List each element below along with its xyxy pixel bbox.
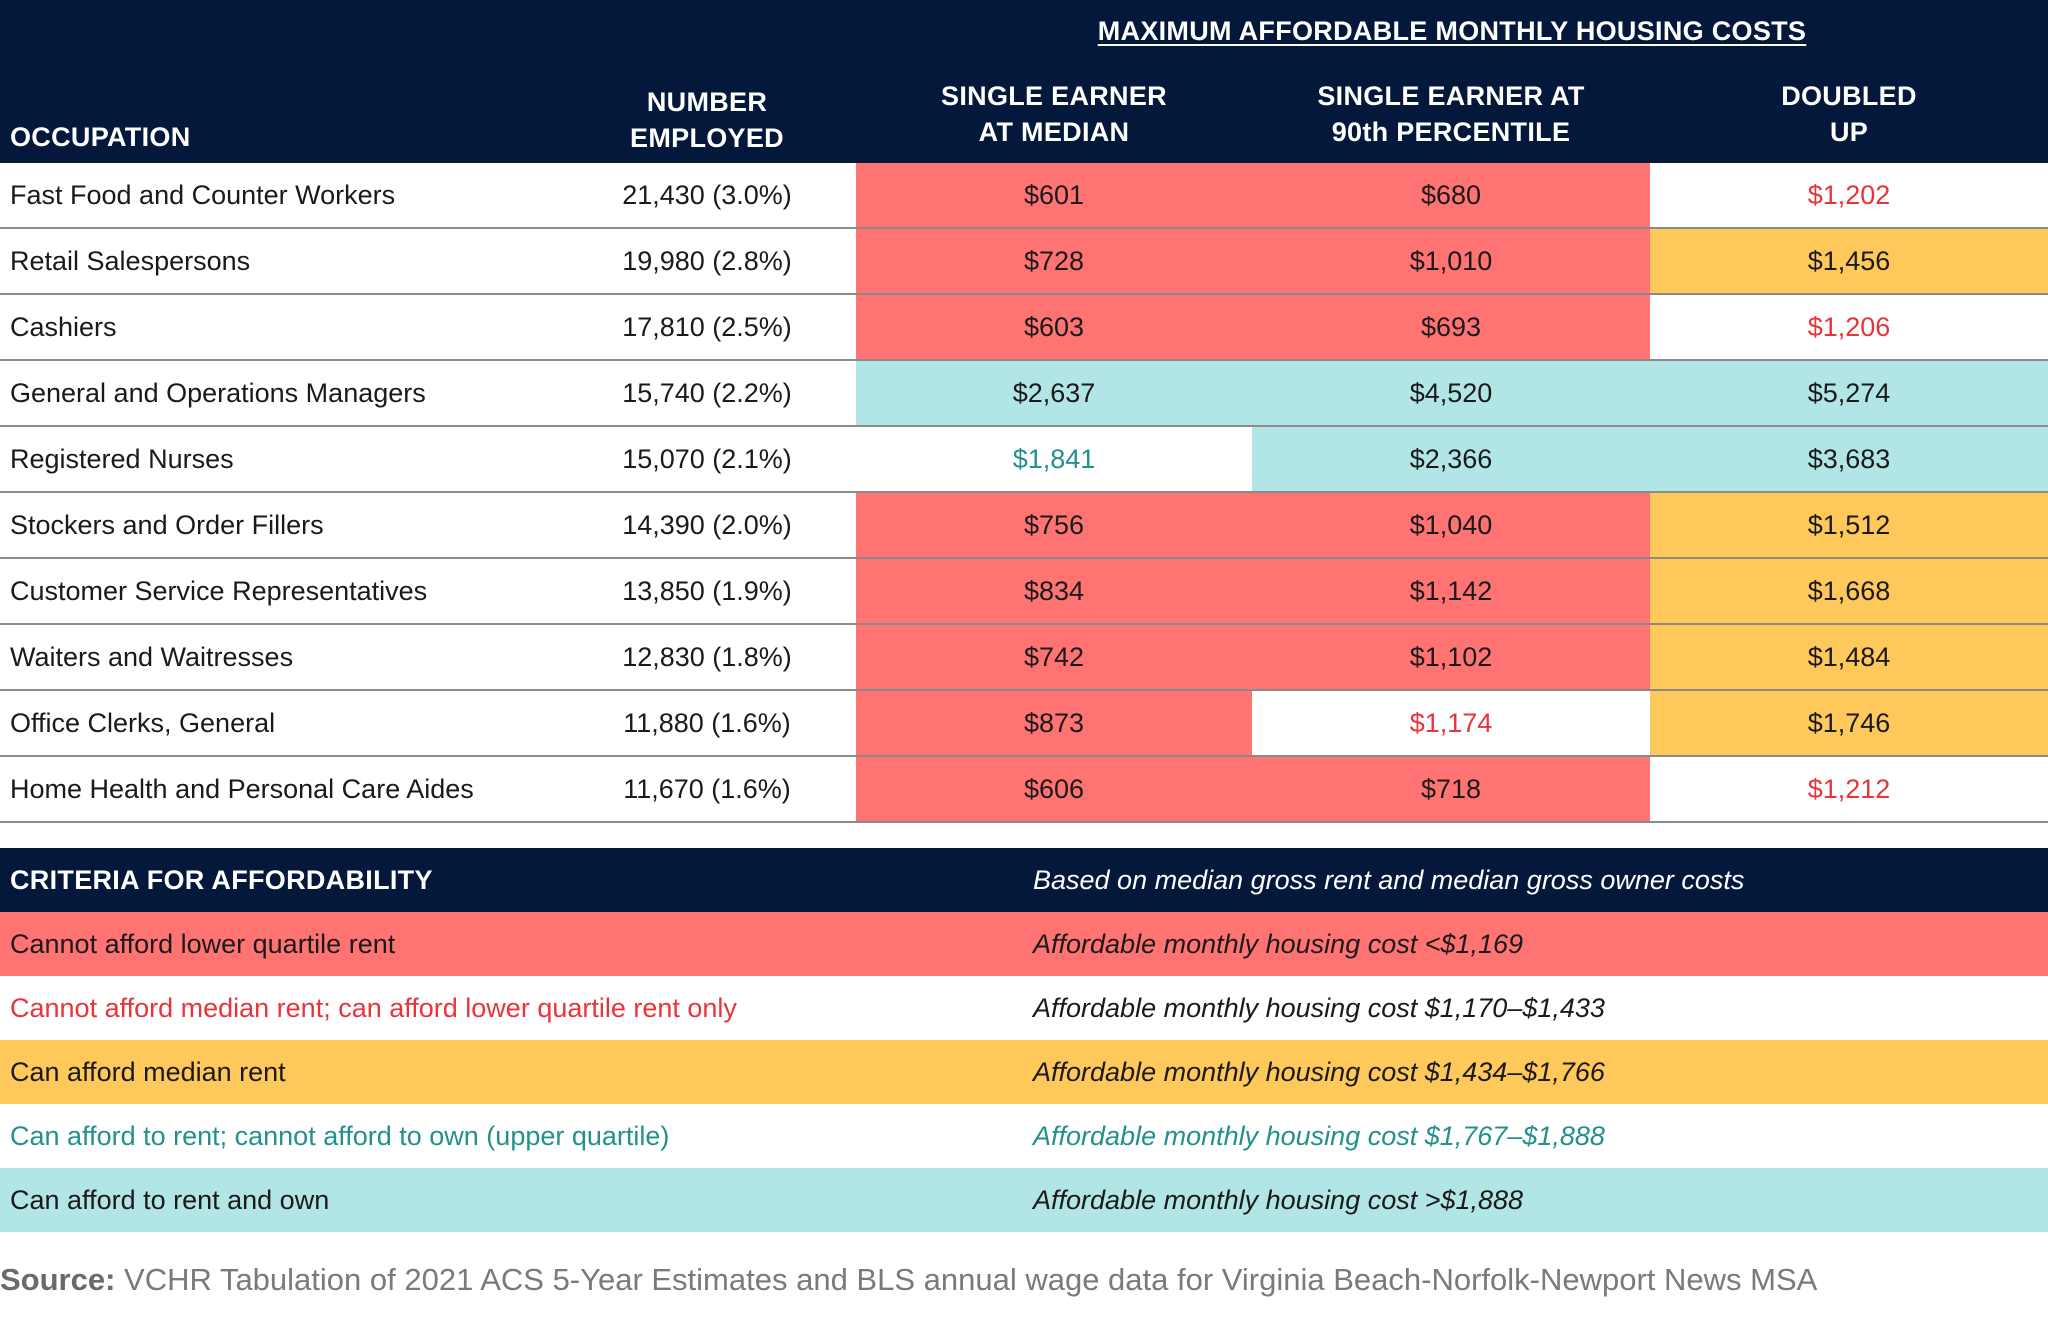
table-row: Office Clerks, General 11,880 (1.6%) $87… [0,691,2048,757]
occupation-cell: Waiters and Waitresses [10,642,294,672]
p90-cell: $680 [1252,163,1650,227]
doubled-cell: $1,746 [1650,691,2048,755]
col-header-median: SINGLE EARNER AT MEDIAN [856,78,1252,150]
table-row: Waiters and Waitresses 12,830 (1.8%) $74… [0,625,2048,691]
col-header-employed-line1: NUMBER [646,87,768,117]
p90-cell: $718 [1252,757,1650,821]
median-cell: $742 [856,625,1252,689]
criteria-header: CRITERIA FOR AFFORDABILITY Based on medi… [0,848,2048,912]
source-label: Source: [0,1262,116,1297]
criteria-label: Can afford to rent and own [10,1185,330,1215]
employed-cell: 13,850 (1.9%) [622,576,792,606]
employed-cell: 17,810 (2.5%) [622,312,792,342]
criteria-range: Affordable monthly housing cost $1,170–$… [1033,993,1605,1023]
doubled-cell: $1,456 [1650,229,2048,293]
doubled-cell: $1,212 [1650,757,2048,821]
col-header-median-line2: AT MEDIAN [978,117,1130,147]
p90-cell: $1,142 [1252,559,1650,623]
p90-cell: $1,010 [1252,229,1650,293]
criteria-label: Can afford median rent [10,1057,286,1087]
criteria-row-median-rent: Can afford median rent Affordable monthl… [0,1040,2048,1104]
criteria-note: Based on median gross rent and median gr… [1033,865,1745,895]
doubled-cell: $1,668 [1650,559,2048,623]
median-cell: $728 [856,229,1252,293]
employed-cell: 21,430 (3.0%) [622,180,792,210]
median-cell: $601 [856,163,1252,227]
col-header-p90: SINGLE EARNER AT 90th PERCENTILE [1252,78,1650,150]
criteria-row-rent-not-own: Can afford to rent; cannot afford to own… [0,1104,2048,1168]
employed-cell: 15,070 (2.1%) [622,444,792,474]
criteria-row-lower-quartile-only: Cannot afford median rent; can afford lo… [0,976,2048,1040]
criteria-range: Affordable monthly housing cost $1,767–$… [1033,1121,1605,1151]
doubled-cell: $1,202 [1650,163,2048,227]
table-row: General and Operations Managers 15,740 (… [0,361,2048,427]
occupation-cell: General and Operations Managers [10,378,426,408]
criteria-row-rent-and-own: Can afford to rent and own Affordable mo… [0,1168,2048,1232]
occupation-cell: Retail Salespersons [10,246,251,276]
p90-cell: $1,040 [1252,493,1650,557]
criteria-label: Cannot afford lower quartile rent [10,929,396,959]
occupation-cell: Fast Food and Counter Workers [10,180,396,210]
employed-cell: 12,830 (1.8%) [622,642,792,672]
criteria-range: Affordable monthly housing cost <$1,169 [1033,929,1524,959]
doubled-cell: $1,512 [1650,493,2048,557]
median-cell: $873 [856,691,1252,755]
super-header-title: MAXIMUM AFFORDABLE MONTHLY HOUSING COSTS [1097,16,1807,46]
col-header-doubled-line1: DOUBLED [1781,81,1917,111]
col-header-p90-line1: SINGLE EARNER AT [1317,81,1585,111]
occupation-cell: Customer Service Representatives [10,576,428,606]
col-header-employed: NUMBER EMPLOYED [577,84,837,156]
table-row: Registered Nurses 15,070 (2.1%) $1,841 $… [0,427,2048,493]
table-row: Cashiers 17,810 (2.5%) $603 $693 $1,206 [0,295,2048,361]
table-header: MAXIMUM AFFORDABLE MONTHLY HOUSING COSTS… [0,0,2048,163]
doubled-cell: $1,484 [1650,625,2048,689]
occupation-cell: Home Health and Personal Care Aides [10,774,474,804]
source-note: Source: VCHR Tabulation of 2021 ACS 5-Ye… [0,1262,1817,1298]
table-row: Home Health and Personal Care Aides 11,6… [0,757,2048,823]
median-cell: $606 [856,757,1252,821]
employed-cell: 11,670 (1.6%) [623,774,791,804]
median-cell: $834 [856,559,1252,623]
source-text: VCHR Tabulation of 2021 ACS 5-Year Estim… [124,1262,1818,1297]
occupation-cell: Stockers and Order Fillers [10,510,324,540]
table-row: Stockers and Order Fillers 14,390 (2.0%)… [0,493,2048,559]
col-header-occupation: OCCUPATION [10,122,191,152]
criteria-label: Cannot afford median rent; can afford lo… [10,993,737,1023]
employed-cell: 19,980 (2.8%) [622,246,792,276]
employed-cell: 11,880 (1.6%) [623,708,791,738]
criteria-label: Can afford to rent; cannot afford to own… [10,1121,670,1151]
col-header-doubled-line2: UP [1829,117,1869,147]
doubled-cell: $3,683 [1650,427,2048,491]
occupation-cell: Registered Nurses [10,444,234,474]
table-row: Retail Salespersons 19,980 (2.8%) $728 $… [0,229,2048,295]
criteria-range: Affordable monthly housing cost >$1,888 [1033,1185,1524,1215]
p90-cell: $4,520 [1252,361,1650,425]
col-header-doubled: DOUBLED UP [1650,78,2048,150]
p90-cell: $1,174 [1252,691,1650,755]
col-header-median-line1: SINGLE EARNER [941,81,1167,111]
criteria-title: CRITERIA FOR AFFORDABILITY [10,865,433,895]
table-row: Customer Service Representatives 13,850 … [0,559,2048,625]
col-header-employed-line2: EMPLOYED [630,123,784,153]
median-cell: $1,841 [856,427,1252,491]
criteria-range: Affordable monthly housing cost $1,434–$… [1033,1057,1605,1087]
doubled-cell: $5,274 [1650,361,2048,425]
median-cell: $756 [856,493,1252,557]
doubled-cell: $1,206 [1650,295,2048,359]
median-cell: $603 [856,295,1252,359]
p90-cell: $2,366 [1252,427,1650,491]
p90-cell: $693 [1252,295,1650,359]
col-header-p90-line2: 90th PERCENTILE [1331,117,1571,147]
employed-cell: 15,740 (2.2%) [622,378,792,408]
p90-cell: $1,102 [1252,625,1650,689]
occupation-cell: Cashiers [10,312,117,342]
occupation-cell: Office Clerks, General [10,708,276,738]
table-row: Fast Food and Counter Workers 21,430 (3.… [0,163,2048,229]
criteria-row-lower-quartile: Cannot afford lower quartile rent Afford… [0,912,2048,976]
median-cell: $2,637 [856,361,1252,425]
employed-cell: 14,390 (2.0%) [622,510,792,540]
